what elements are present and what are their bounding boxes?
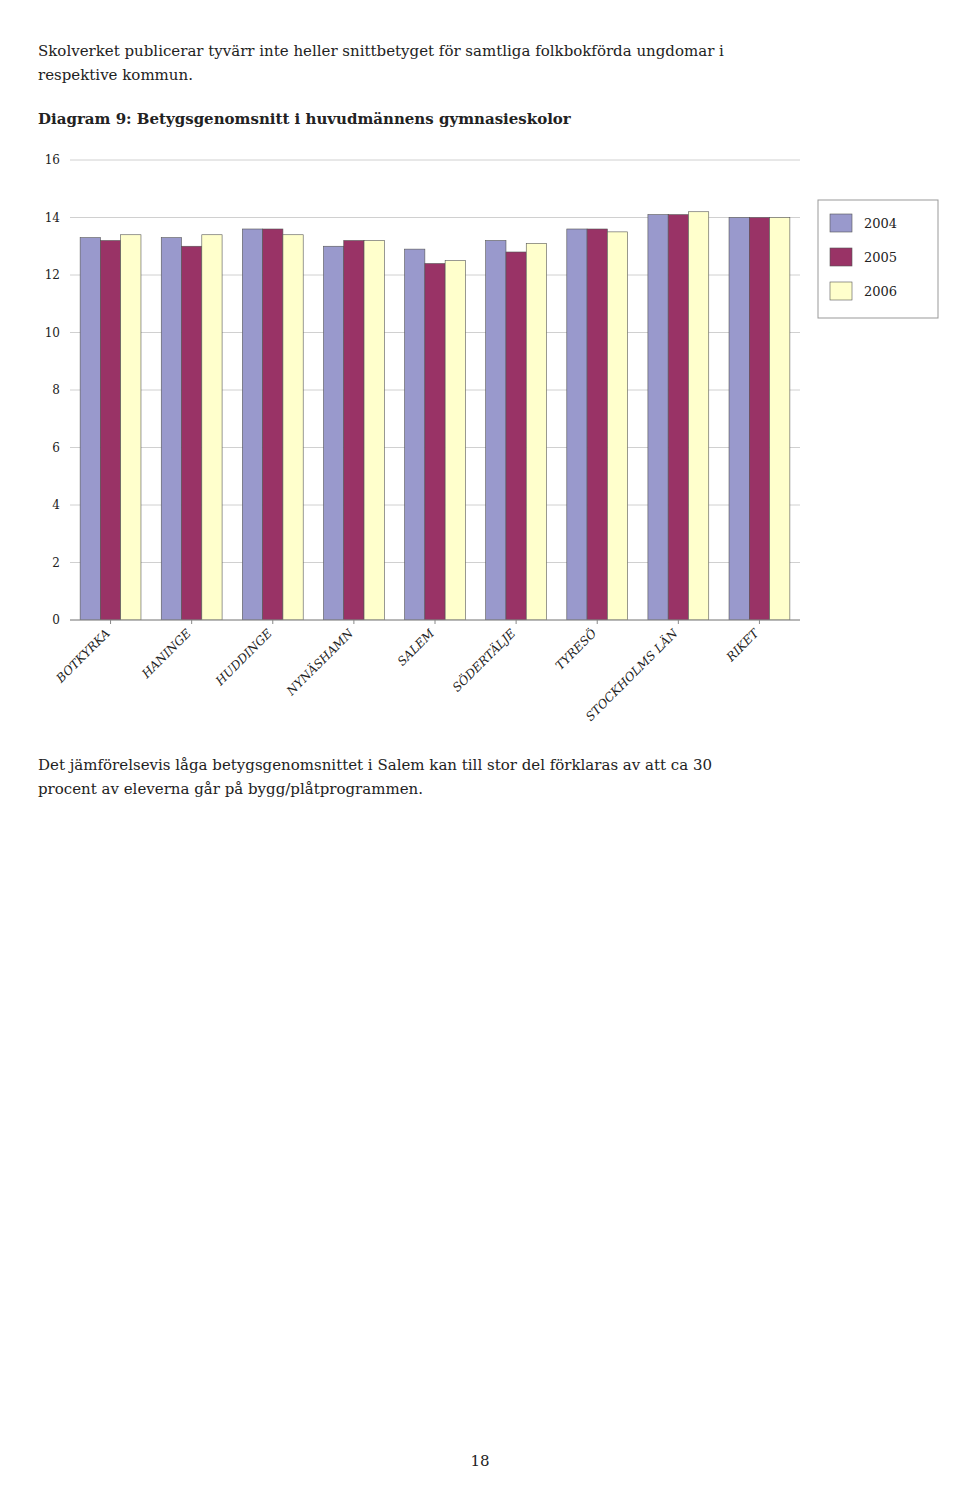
- bar: [161, 238, 181, 620]
- bar: [364, 241, 384, 621]
- grid: [70, 160, 800, 620]
- y-tick-label: 4: [52, 498, 60, 512]
- bar: [506, 252, 526, 620]
- x-tick-label: TYRESÖ: [551, 625, 599, 673]
- legend-label: 2005: [864, 250, 897, 265]
- bar: [729, 218, 749, 621]
- x-tick-label: STOCKHOLMS LÄN: [582, 624, 681, 723]
- x-tick: [191, 620, 192, 624]
- x-tick: [516, 620, 517, 624]
- grid-line: [70, 160, 800, 161]
- text-below: Det jämförelsevis låga betygsgenomsnitte…: [38, 756, 712, 774]
- x-tick: [597, 620, 598, 624]
- y-tick-label: 12: [45, 268, 60, 282]
- x-tick-label: HUDDINGE: [212, 626, 275, 689]
- legend-box: [818, 200, 938, 318]
- y-tick-label: 8: [52, 383, 60, 397]
- x-tick: [759, 620, 760, 624]
- bar: [182, 246, 202, 620]
- bar: [749, 218, 769, 621]
- x-tick: [435, 620, 436, 624]
- bar: [80, 238, 100, 620]
- legend-swatch: [830, 282, 852, 300]
- bar: [688, 212, 708, 620]
- x-tick: [353, 620, 354, 624]
- y-tick-label: 16: [45, 153, 60, 167]
- bar: [100, 241, 120, 621]
- bar: [607, 232, 627, 620]
- bar: [323, 246, 343, 620]
- x-tick-label: NYNÄSHAMN: [282, 624, 356, 698]
- bar: [121, 235, 141, 620]
- x-tick: [110, 620, 111, 624]
- page-number: 18: [470, 1452, 489, 1470]
- y-tick-label: 6: [52, 441, 60, 455]
- legend-label: 2004: [864, 216, 897, 231]
- bar: [202, 235, 222, 620]
- bar: [587, 229, 607, 620]
- x-tick-label: BOTKYRKA: [53, 626, 113, 686]
- y-tick-label: 10: [45, 326, 60, 340]
- y-tick-label: 2: [52, 556, 60, 570]
- bar: [526, 243, 546, 620]
- bar: [770, 218, 790, 621]
- legend-label: 2006: [864, 284, 897, 299]
- bar: [668, 215, 688, 620]
- chart-title: Diagram 9: Betygsgenomsnitt i huvudmänne…: [38, 110, 572, 128]
- y-tick-label: 14: [45, 211, 61, 225]
- bar: [283, 235, 303, 620]
- bar: [344, 241, 364, 621]
- bar: [648, 215, 668, 620]
- legend-swatch: [830, 248, 852, 266]
- chart: 0 2 4 6 8 10 12 14 16 BOTKYRKA HANINGE HUDDINGENYNÄ…: [45, 153, 800, 724]
- page: Skolverket publicerar tyvärr inte heller…: [0, 0, 960, 1499]
- bar: [445, 261, 465, 620]
- y-tick-label: 0: [52, 613, 60, 627]
- x-tick-label: SALEM: [395, 626, 438, 669]
- legend-swatch: [830, 214, 852, 232]
- x-tick-label: RIKET: [723, 626, 762, 665]
- legend: 2004 2005 2006: [818, 200, 938, 318]
- bar: [242, 229, 262, 620]
- text-below: procent av eleverna går på bygg/plåtprog…: [38, 780, 423, 798]
- x-tick: [678, 620, 679, 624]
- text-above: Skolverket publicerar tyvärr inte heller…: [38, 42, 724, 60]
- x-tick-label: SÖDERTÄLJE: [448, 625, 518, 695]
- bar: [425, 264, 445, 621]
- x-tick-label: HANINGE: [138, 626, 193, 681]
- bars: [80, 212, 790, 620]
- text-above: respektive kommun.: [38, 66, 193, 84]
- bar: [263, 229, 283, 620]
- bar: [567, 229, 587, 620]
- x-tick: [272, 620, 273, 624]
- bar: [405, 249, 425, 620]
- bar: [486, 241, 506, 621]
